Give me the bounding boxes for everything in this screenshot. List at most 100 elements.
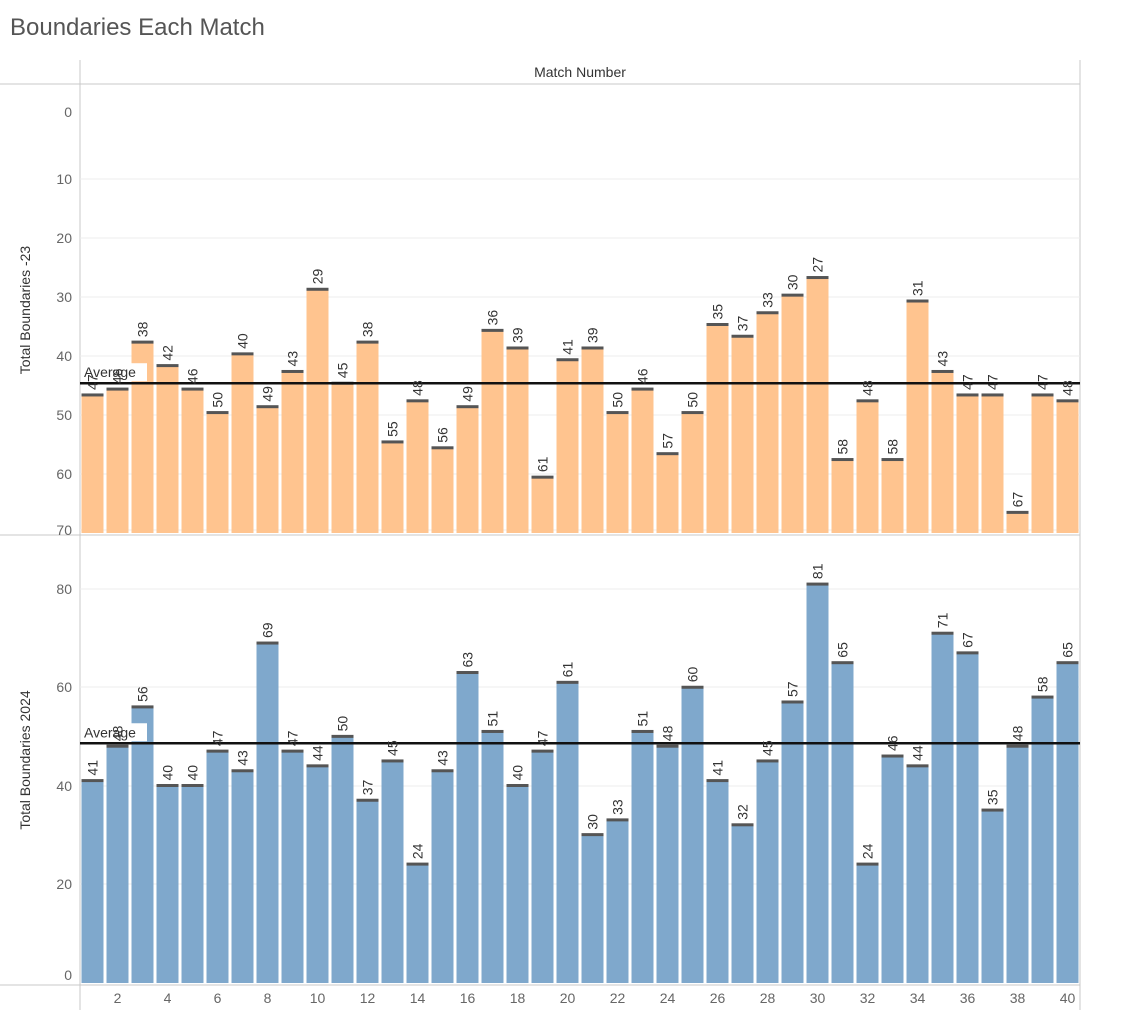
page-title: Boundaries Each Match: [10, 14, 265, 41]
data-label: 45: [385, 740, 401, 756]
bar: [831, 662, 854, 983]
bar-cap: [956, 393, 979, 397]
bar-cap: [606, 818, 629, 822]
data-label: 50: [685, 392, 701, 408]
y-axis-title: Total Boundaries -23: [17, 246, 33, 375]
x-tick-label: 40: [1060, 990, 1076, 1006]
data-label: 56: [135, 686, 151, 702]
x-tick-label: 32: [860, 990, 876, 1006]
bar: [281, 751, 304, 983]
bar-cap: [381, 759, 404, 763]
bar-cap: [281, 749, 304, 753]
bar: [481, 330, 504, 533]
y-tick-label: 0: [64, 967, 72, 983]
bar: [456, 406, 479, 533]
bar: [681, 687, 704, 983]
bar-cap: [756, 759, 779, 763]
data-label: 39: [510, 327, 526, 343]
data-label: 42: [160, 345, 176, 361]
bar: [531, 751, 554, 983]
average-label: Average: [84, 724, 136, 740]
data-label: 67: [1010, 492, 1026, 508]
data-label: 61: [560, 662, 576, 678]
data-label: 37: [360, 779, 376, 795]
data-label: 46: [110, 368, 126, 384]
x-tick-label: 36: [960, 990, 976, 1006]
data-label: 44: [310, 745, 326, 761]
data-label: 32: [735, 804, 751, 820]
bar-cap: [206, 749, 229, 753]
x-tick-label: 38: [1010, 990, 1026, 1006]
bar: [181, 785, 204, 983]
data-label: 46: [885, 735, 901, 751]
bar-cap: [481, 328, 504, 332]
bar-cap: [181, 387, 204, 391]
y-tick-label: 60: [56, 679, 72, 695]
x-tick-label: 16: [460, 990, 476, 1006]
bar-cap: [681, 411, 704, 415]
data-label: 48: [1010, 725, 1026, 741]
x-tick-label: 6: [214, 990, 222, 1006]
bar-cap: [931, 369, 954, 373]
y-tick-label: 70: [56, 522, 72, 538]
bar: [856, 400, 879, 533]
data-label: 69: [260, 622, 276, 638]
data-label: 35: [710, 304, 726, 320]
bar-cap: [306, 287, 329, 291]
data-label: 50: [210, 392, 226, 408]
bar: [1006, 512, 1029, 533]
y-tick-label: 40: [56, 348, 72, 364]
bar: [231, 353, 254, 533]
bar: [331, 383, 354, 533]
data-label: 38: [360, 321, 376, 337]
bar: [731, 824, 754, 983]
bar-cap: [431, 769, 454, 773]
data-label: 60: [685, 666, 701, 682]
bar-cap: [231, 769, 254, 773]
data-label: 30: [585, 814, 601, 830]
bar: [456, 672, 479, 983]
data-label: 58: [1035, 676, 1051, 692]
data-label: 37: [735, 315, 751, 331]
x-tick-label: 4: [164, 990, 172, 1006]
data-label: 48: [660, 725, 676, 741]
bar: [831, 459, 854, 533]
bar: [181, 389, 204, 533]
bar-cap: [181, 784, 204, 787]
bar: [1056, 662, 1079, 983]
bar-cap: [556, 680, 579, 684]
bar: [706, 780, 729, 983]
average-label-bg: [83, 363, 147, 382]
x-tick-label: 30: [810, 990, 826, 1006]
data-label: 29: [310, 268, 326, 284]
bar: [256, 406, 279, 533]
data-label: 51: [485, 711, 501, 727]
bar-cap: [156, 784, 179, 787]
bar: [556, 682, 579, 983]
bar-cap: [781, 700, 804, 704]
bar: [481, 731, 504, 983]
x-tick-label: 34: [910, 990, 926, 1006]
data-label: 31: [910, 280, 926, 296]
bar-cap: [881, 458, 904, 462]
bar: [581, 347, 604, 533]
data-label: 63: [460, 652, 476, 668]
data-label: 45: [335, 362, 351, 378]
bar-cap: [256, 641, 279, 645]
bar-cap: [456, 671, 479, 675]
bar: [756, 760, 779, 983]
bar: [631, 389, 654, 533]
bar: [756, 312, 779, 533]
data-label: 33: [610, 799, 626, 815]
y-axis-title: Total Boundaries 2024: [17, 690, 33, 830]
bar: [156, 785, 179, 983]
x-tick-label: 24: [660, 990, 676, 1006]
data-label: 58: [885, 439, 901, 455]
y-tick-label: 20: [56, 230, 72, 246]
bar: [781, 295, 804, 533]
bar: [956, 652, 979, 983]
bar: [731, 336, 754, 533]
data-label: 43: [235, 750, 251, 766]
bar-cap: [881, 754, 904, 758]
